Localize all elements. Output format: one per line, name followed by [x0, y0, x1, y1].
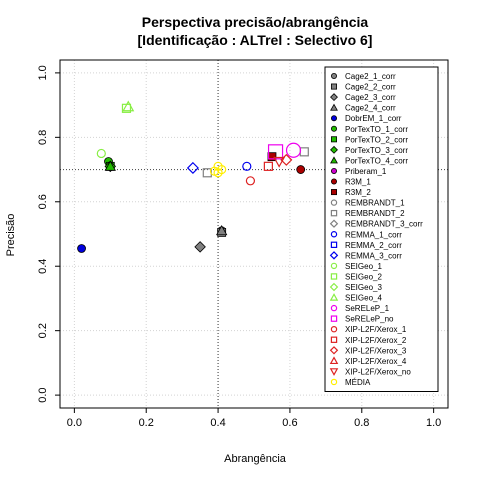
- legend-label: REMMA_3_corr: [345, 251, 402, 260]
- chart-subtitle: [Identificação : ALTrel : Selectivo 6]: [138, 32, 373, 48]
- legend-marker: [330, 209, 338, 217]
- legend-marker: [330, 241, 338, 248]
- legend-label: Cage2_2_corr: [345, 83, 396, 92]
- legend-marker: [329, 346, 339, 355]
- legend-label: SEIGeo_3: [345, 283, 382, 292]
- legend-marker: [330, 315, 338, 322]
- legend-label: REMBRANDT_2: [345, 209, 405, 218]
- legend-label: REMBRANDT_3_corr: [345, 220, 423, 229]
- data-point: [213, 168, 223, 178]
- legend-marker: [330, 199, 338, 206]
- legend-marker: [329, 293, 339, 301]
- legend-marker: [329, 251, 339, 260]
- y-tick-label: 0.0: [37, 387, 49, 402]
- legend-marker: [330, 189, 337, 196]
- legend-label: Cage2_4_corr: [345, 104, 396, 113]
- y-tick-label: 1.0: [37, 65, 49, 80]
- legend-label: R3M_2: [345, 188, 371, 197]
- legend-label: DobrEM_1_corr: [345, 114, 402, 123]
- legend-marker: [330, 83, 337, 90]
- data-point: [122, 100, 135, 112]
- data-point: [186, 161, 199, 174]
- legend-marker: [330, 336, 338, 343]
- legend-marker: [330, 231, 338, 238]
- legend-label: XIP-L2F/Xerox_2: [345, 336, 407, 345]
- data-point: [104, 160, 116, 171]
- legend-label: SEIGeo_2: [345, 272, 382, 281]
- legend-label: Cage2_1_corr: [345, 72, 396, 81]
- legend-marker: [330, 145, 338, 154]
- legend-marker: [329, 356, 339, 365]
- data-point: [96, 148, 106, 159]
- y-tick-label: 0.2: [37, 323, 49, 338]
- legend-label: MÉDIA: [345, 378, 371, 387]
- data-point: [245, 176, 256, 186]
- plot-frame: [59, 59, 449, 409]
- x-tick-label: 0.6: [282, 417, 297, 429]
- legend-marker: [330, 93, 338, 102]
- y-tick-label: 0.4: [37, 259, 49, 274]
- chart-title: Perspectiva precisão/abrangência: [142, 14, 369, 30]
- legend-label: Priberam_1: [345, 167, 387, 176]
- data-point: [296, 165, 306, 174]
- data-point: [242, 161, 252, 171]
- data-point: [263, 161, 273, 171]
- legend-marker: [330, 125, 337, 132]
- data-point: [285, 142, 302, 158]
- legend-marker: [330, 167, 337, 174]
- legend-label: SeRELeP_1: [345, 304, 390, 313]
- legend-marker: [330, 156, 338, 164]
- x-axis-label: Abrangência: [224, 453, 287, 465]
- legend-label: SEIGeo_4: [345, 294, 382, 303]
- plot-area: 0.0 0.2 0.4 0.6 0.8 1.0 0.0 0.2 0.4 0.6 0.8 1.0: [37, 59, 449, 429]
- legend-label: XIP-L2F/Xerox_3: [345, 346, 407, 355]
- legend-marker: [330, 262, 338, 270]
- legend-label: REMBRANDT_1: [345, 199, 405, 208]
- legend-label: XIP-L2F/Xerox_4: [345, 357, 407, 366]
- y-axis-label: Precisão: [5, 214, 17, 257]
- legend-marker: [330, 178, 337, 185]
- legend-marker: [330, 304, 338, 312]
- x-tick-label: 1.0: [426, 417, 441, 429]
- y-tick-label: 0.8: [37, 130, 49, 145]
- legend-label: Cage2_3_corr: [345, 93, 396, 102]
- x-tick-label: 0.8: [354, 417, 369, 429]
- legend-label: PorTexTO_3_corr: [345, 146, 408, 155]
- legend-label: SeRELeP_no: [345, 315, 394, 324]
- data-point: [77, 244, 86, 253]
- legend-marker: [329, 368, 339, 376]
- y-tick-label: 0.6: [37, 194, 49, 209]
- legend-label: PorTexTO_2_corr: [345, 135, 408, 144]
- x-tick-label: 0.4: [210, 417, 225, 429]
- legend-marker: [329, 282, 339, 292]
- data-point: [194, 241, 206, 253]
- data-point: [299, 147, 309, 157]
- legend-marker: [329, 219, 339, 228]
- legend-label: PorTexTO_4_corr: [345, 156, 408, 165]
- legend-label: REMMA_2_corr: [345, 241, 402, 250]
- legend-label: XIP-L2F/Xerox_no: [345, 367, 411, 376]
- legend-marker: [330, 103, 338, 111]
- legend-marker: [330, 326, 338, 333]
- legend-label: SEIGeo_1: [345, 262, 382, 271]
- x-tick-label: 0.0: [67, 417, 82, 429]
- data-point: [215, 224, 228, 236]
- legend-marker: [330, 73, 337, 80]
- legend-label: REMMA_1_corr: [345, 230, 402, 239]
- legend-marker: [330, 136, 337, 143]
- legend-box: [324, 66, 439, 392]
- legend-label: PorTexTO_1_corr: [345, 125, 408, 134]
- data-point: [280, 153, 293, 166]
- legend-marker: [330, 115, 337, 122]
- legend-label: R3M_1: [345, 178, 371, 187]
- legend-marker: [330, 378, 338, 386]
- legend-marker: [330, 273, 338, 280]
- x-tick-label: 0.2: [139, 417, 154, 429]
- data-point: [273, 156, 286, 168]
- legend-label: XIP-L2F/Xerox_1: [345, 325, 407, 334]
